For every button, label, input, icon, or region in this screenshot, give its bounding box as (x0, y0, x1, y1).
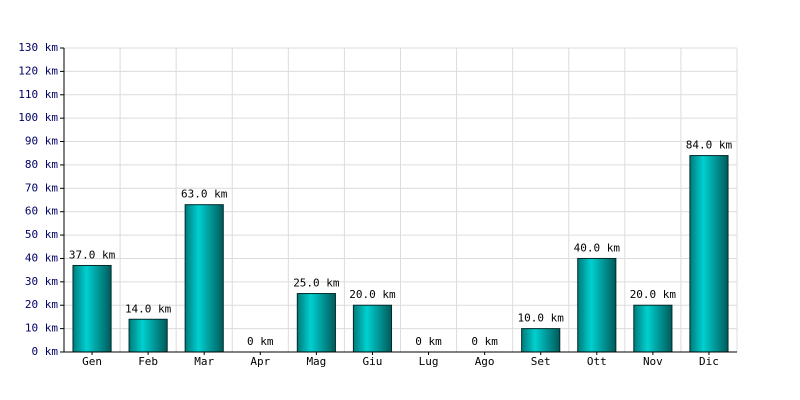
y-tick-label: 110 km (18, 88, 58, 101)
x-tick-label: Apr (250, 355, 270, 368)
y-tick-label: 70 km (25, 181, 58, 194)
value-label: 20.0 km (630, 288, 677, 301)
value-label: 10.0 km (518, 312, 565, 325)
y-tick-label: 40 km (25, 251, 58, 264)
value-label: 0 km (471, 335, 498, 348)
value-label: 40.0 km (574, 241, 621, 254)
bar (521, 328, 561, 353)
y-tick-label: 120 km (18, 64, 58, 77)
value-label: 63.0 km (181, 188, 228, 201)
x-tick-label: Mag (306, 355, 326, 368)
bar (72, 264, 112, 353)
x-tick-label: Feb (138, 355, 158, 368)
value-label: 84.0 km (686, 139, 733, 152)
value-label: 14.0 km (125, 302, 172, 315)
x-tick-label: Ott (587, 355, 607, 368)
x-tick-label: Ago (475, 355, 495, 368)
value-label: 37.0 km (69, 248, 116, 261)
bar (128, 318, 168, 353)
x-tick-label: Giu (363, 355, 383, 368)
value-label: 25.0 km (293, 277, 340, 290)
bar (296, 293, 336, 353)
x-tick-label: Mar (194, 355, 214, 368)
bar (689, 155, 729, 353)
y-tick-label: 20 km (25, 298, 58, 311)
y-tick-label: 100 km (18, 111, 58, 124)
bar (352, 304, 393, 353)
bar (633, 304, 673, 353)
bar (577, 257, 617, 353)
y-tick-label: 80 km (25, 158, 58, 171)
value-label: 20.0 km (349, 288, 396, 301)
x-tick-label: Gen (82, 355, 102, 368)
y-tick-label: 30 km (25, 275, 58, 288)
y-tick-label: 0 km (32, 345, 59, 358)
x-tick-label: Dic (699, 355, 719, 368)
value-label: 0 km (415, 335, 442, 348)
bar (184, 204, 224, 353)
y-tick-label: 10 km (25, 322, 58, 335)
x-tick-label: Lug (419, 355, 439, 368)
y-tick-label: 90 km (25, 135, 58, 148)
y-tick-label: 130 km (18, 41, 58, 54)
y-tick-label: 60 km (25, 205, 58, 218)
y-tick-label: 50 km (25, 228, 58, 241)
x-tick-label: Set (531, 355, 551, 368)
value-label: 0 km (247, 335, 274, 348)
x-tick-label: Nov (643, 355, 663, 368)
